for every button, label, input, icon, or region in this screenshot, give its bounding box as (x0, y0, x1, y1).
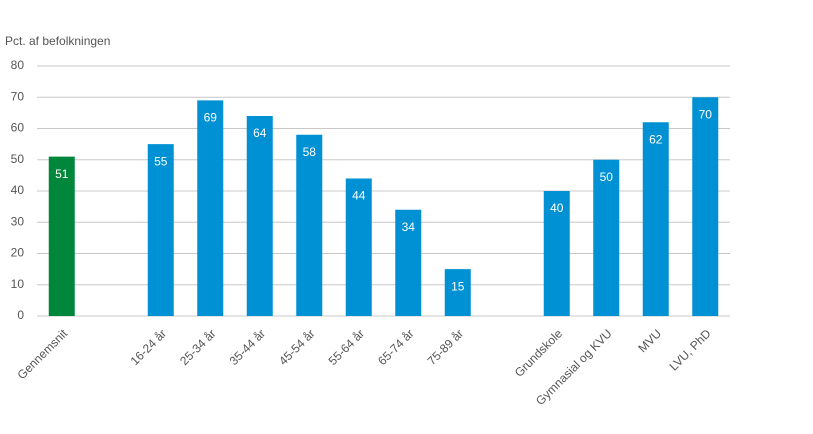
x-tick-label: 75-89 år (425, 326, 467, 368)
y-tick-label: 0 (17, 308, 24, 322)
x-tick-label: Gennemsnit (14, 326, 70, 382)
bar (543, 191, 570, 316)
bar (345, 178, 372, 316)
x-tick-label: Grundskole (512, 326, 566, 380)
bar (642, 122, 669, 316)
bar (692, 97, 719, 316)
bar (444, 269, 471, 316)
y-tick-label: 10 (11, 277, 25, 291)
bar (197, 100, 224, 316)
x-tick-label: MVU (635, 326, 664, 355)
value-label: 44 (352, 189, 366, 203)
value-label: 58 (303, 145, 317, 159)
value-label: 15 (451, 279, 465, 293)
x-tick-label: LVU, PhD (667, 326, 714, 373)
value-label: 62 (649, 132, 663, 146)
y-tick-label: 70 (11, 89, 25, 103)
x-tick-label: 25-34 år (177, 326, 219, 368)
value-label: 69 (204, 111, 218, 125)
x-tick-label: 55-64 år (326, 326, 368, 368)
bar (593, 159, 620, 316)
y-axis-label: Pct. af befolkningen (5, 34, 110, 48)
bar (48, 156, 75, 316)
y-tick-label: 30 (11, 214, 25, 228)
bar (395, 209, 422, 316)
value-label: 64 (253, 126, 267, 140)
x-tick-label: 45-54 år (276, 326, 318, 368)
x-tick-label: 65-74 år (375, 326, 417, 368)
value-label: 55 (154, 154, 168, 168)
y-tick-label: 40 (11, 183, 25, 197)
y-tick-label: 50 (11, 152, 25, 166)
value-label: 70 (699, 107, 713, 121)
y-tick-label: 20 (11, 246, 25, 260)
bar (246, 116, 273, 316)
x-tick-label: 35-44 år (227, 326, 269, 368)
value-label: 40 (550, 201, 564, 215)
y-tick-label: 80 (11, 58, 25, 72)
bar (147, 144, 174, 316)
x-tick-label: 16-24 år (128, 326, 170, 368)
value-label: 51 (55, 167, 69, 181)
bar (296, 134, 323, 316)
value-label: 50 (600, 170, 614, 184)
value-label: 34 (402, 220, 416, 234)
y-tick-label: 60 (11, 121, 25, 135)
